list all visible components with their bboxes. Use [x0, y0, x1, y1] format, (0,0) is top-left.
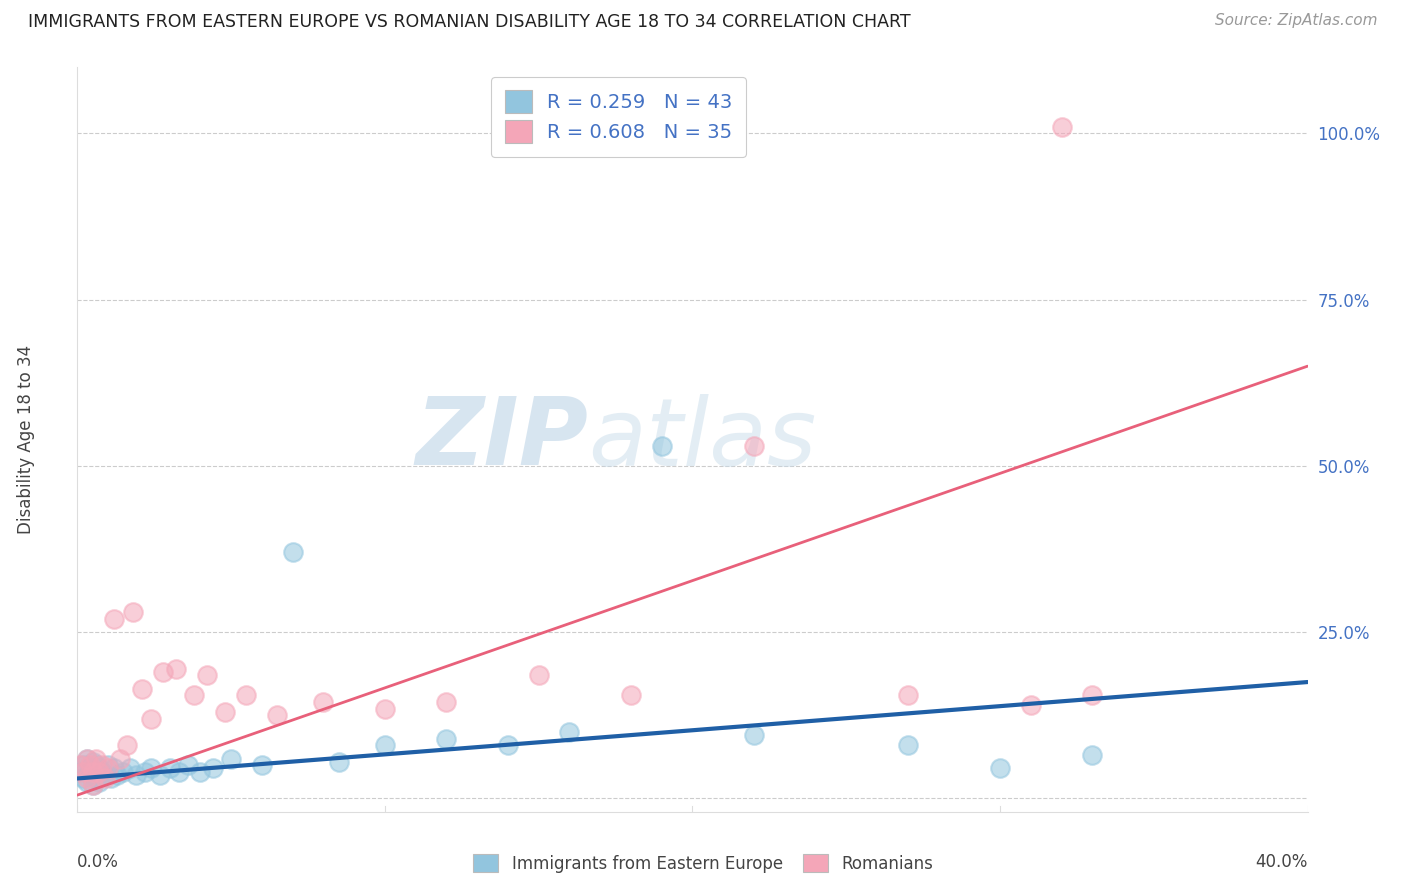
Point: [97, 758, 120, 772]
Point: [125, 768, 148, 782]
Point: [897, 738, 920, 752]
Point: [152, 665, 174, 679]
Point: [141, 762, 163, 776]
Point: [1081, 689, 1104, 703]
Point: [79, 762, 101, 776]
Point: [94, 768, 117, 782]
Point: [110, 751, 132, 765]
Point: [1019, 698, 1042, 713]
Legend: Immigrants from Eastern Europe, Romanians: Immigrants from Eastern Europe, Romanian…: [467, 847, 939, 880]
Point: [76, 751, 98, 765]
Point: [115, 738, 138, 752]
Point: [988, 762, 1011, 776]
Point: [76, 772, 98, 786]
Point: [82, 764, 104, 779]
Point: [121, 605, 143, 619]
Point: [72, 758, 94, 772]
Legend: R = 0.259   N = 43, R = 0.608   N = 35: R = 0.259 N = 43, R = 0.608 N = 35: [491, 77, 747, 156]
Point: [100, 772, 122, 786]
Point: [87, 762, 110, 776]
Point: [250, 758, 273, 772]
Point: [266, 708, 288, 723]
Point: [165, 662, 187, 676]
Point: [195, 668, 218, 682]
Point: [79, 758, 101, 772]
Point: [82, 778, 104, 792]
Point: [118, 762, 141, 776]
Point: [214, 705, 236, 719]
Point: [436, 731, 458, 746]
Point: [84, 772, 107, 786]
Point: [103, 762, 125, 776]
Point: [558, 725, 581, 739]
Point: [82, 755, 104, 769]
Point: [527, 668, 550, 682]
Point: [76, 751, 98, 765]
Point: [149, 768, 172, 782]
Point: [742, 439, 765, 453]
Point: [84, 751, 107, 765]
Point: [281, 545, 304, 559]
Point: [103, 612, 125, 626]
Text: Disability Age 18 to 34: Disability Age 18 to 34: [17, 344, 35, 534]
Text: atlas: atlas: [588, 393, 815, 485]
Point: [72, 772, 94, 786]
Point: [90, 758, 114, 772]
Point: [235, 689, 257, 703]
Point: [436, 695, 458, 709]
Point: [167, 764, 190, 779]
Text: ZIP: ZIP: [415, 393, 588, 485]
Point: [82, 778, 104, 792]
Point: [76, 774, 98, 789]
Point: [84, 758, 107, 772]
Point: [897, 689, 920, 703]
Point: [79, 768, 101, 782]
Point: [1081, 748, 1104, 763]
Point: [188, 764, 212, 779]
Point: [87, 764, 110, 779]
Point: [742, 728, 765, 742]
Point: [374, 701, 396, 715]
Point: [312, 695, 335, 709]
Point: [131, 681, 153, 696]
Point: [620, 689, 643, 703]
Point: [183, 689, 205, 703]
Point: [141, 712, 163, 726]
Point: [177, 758, 200, 772]
Point: [69, 764, 91, 779]
Point: [72, 764, 94, 779]
Text: 0.0%: 0.0%: [77, 853, 120, 871]
Point: [134, 764, 156, 779]
Text: Source: ZipAtlas.com: Source: ZipAtlas.com: [1215, 13, 1378, 29]
Point: [651, 439, 673, 453]
Point: [69, 758, 91, 772]
Text: 40.0%: 40.0%: [1256, 853, 1308, 871]
Point: [87, 774, 110, 789]
Point: [97, 762, 120, 776]
Point: [328, 755, 350, 769]
Point: [496, 738, 519, 752]
Point: [1050, 120, 1073, 134]
Point: [105, 768, 128, 782]
Point: [159, 762, 181, 776]
Point: [374, 738, 396, 752]
Point: [219, 751, 242, 765]
Point: [94, 772, 117, 786]
Point: [112, 764, 135, 779]
Point: [201, 762, 224, 776]
Point: [90, 764, 114, 779]
Text: IMMIGRANTS FROM EASTERN EUROPE VS ROMANIAN DISABILITY AGE 18 TO 34 CORRELATION C: IMMIGRANTS FROM EASTERN EUROPE VS ROMANI…: [28, 13, 911, 31]
